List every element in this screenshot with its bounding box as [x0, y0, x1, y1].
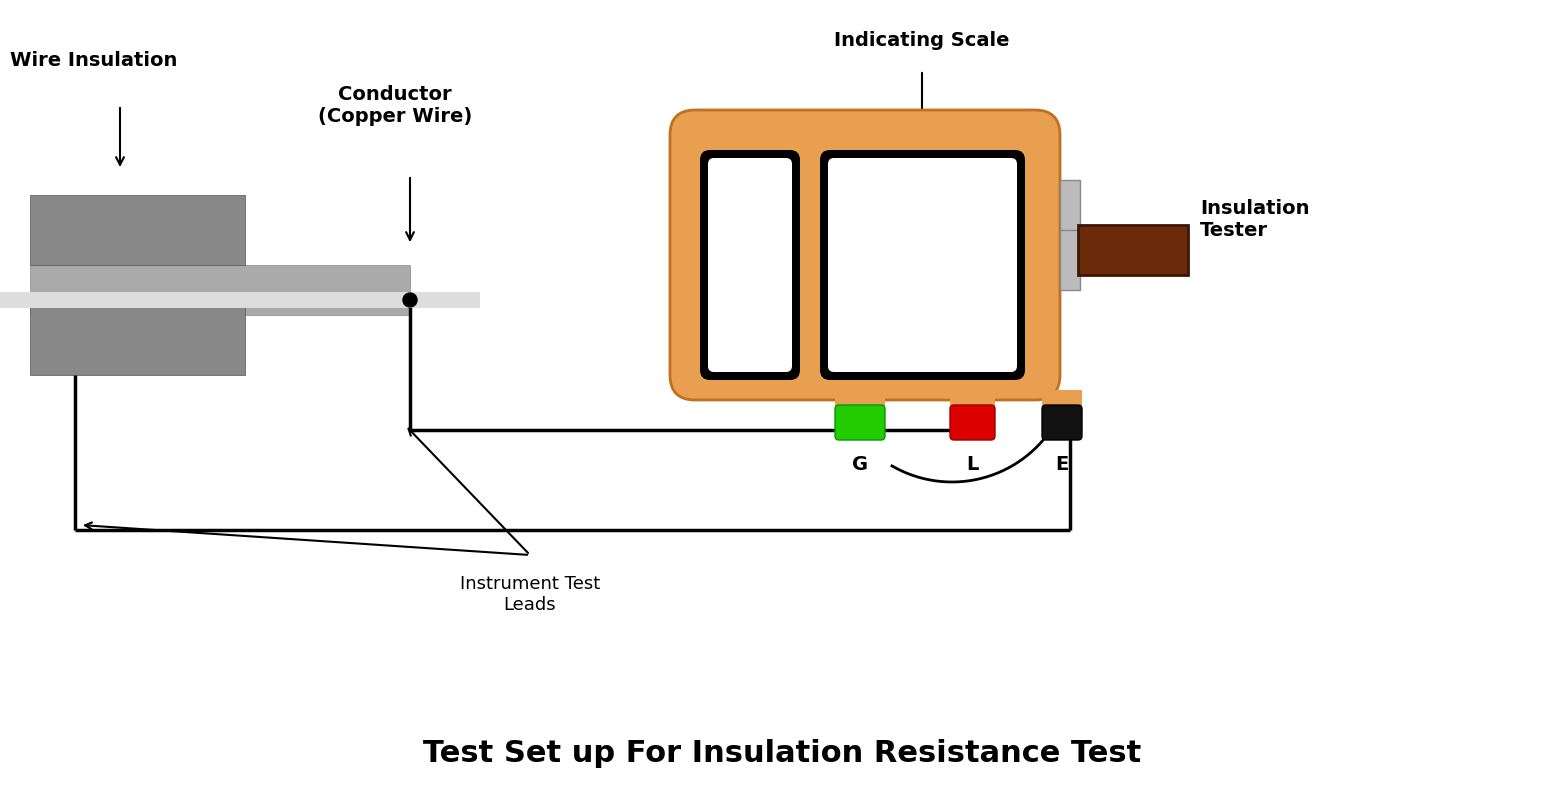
Text: G: G: [852, 455, 868, 474]
Bar: [1042, 390, 1082, 408]
Text: Conductor
(Copper Wire): Conductor (Copper Wire): [317, 84, 472, 125]
Text: L: L: [967, 455, 978, 474]
Circle shape: [404, 293, 418, 307]
Bar: [949, 390, 995, 408]
Text: Instrument Test
Leads: Instrument Test Leads: [460, 575, 601, 614]
FancyBboxPatch shape: [949, 405, 995, 440]
FancyBboxPatch shape: [835, 405, 885, 440]
Bar: [835, 390, 885, 408]
Bar: [1078, 225, 1189, 275]
Bar: [1060, 230, 1081, 290]
Text: Insulation
Tester: Insulation Tester: [1200, 199, 1309, 241]
Bar: [1060, 180, 1081, 240]
FancyBboxPatch shape: [827, 158, 1017, 372]
FancyBboxPatch shape: [1042, 405, 1082, 440]
Bar: [0, 292, 480, 308]
Text: E: E: [1056, 455, 1068, 474]
FancyBboxPatch shape: [701, 150, 801, 380]
Text: Indicating Scale: Indicating Scale: [834, 30, 1010, 49]
Bar: [30, 195, 246, 265]
Bar: [30, 305, 246, 375]
Text: Wire Insulation: Wire Insulation: [9, 51, 177, 70]
Text: Test Set up For Insulation Resistance Test: Test Set up For Insulation Resistance Te…: [422, 739, 1142, 769]
FancyBboxPatch shape: [669, 110, 1060, 400]
FancyBboxPatch shape: [708, 158, 791, 372]
Bar: [30, 265, 410, 315]
FancyBboxPatch shape: [820, 150, 1024, 380]
